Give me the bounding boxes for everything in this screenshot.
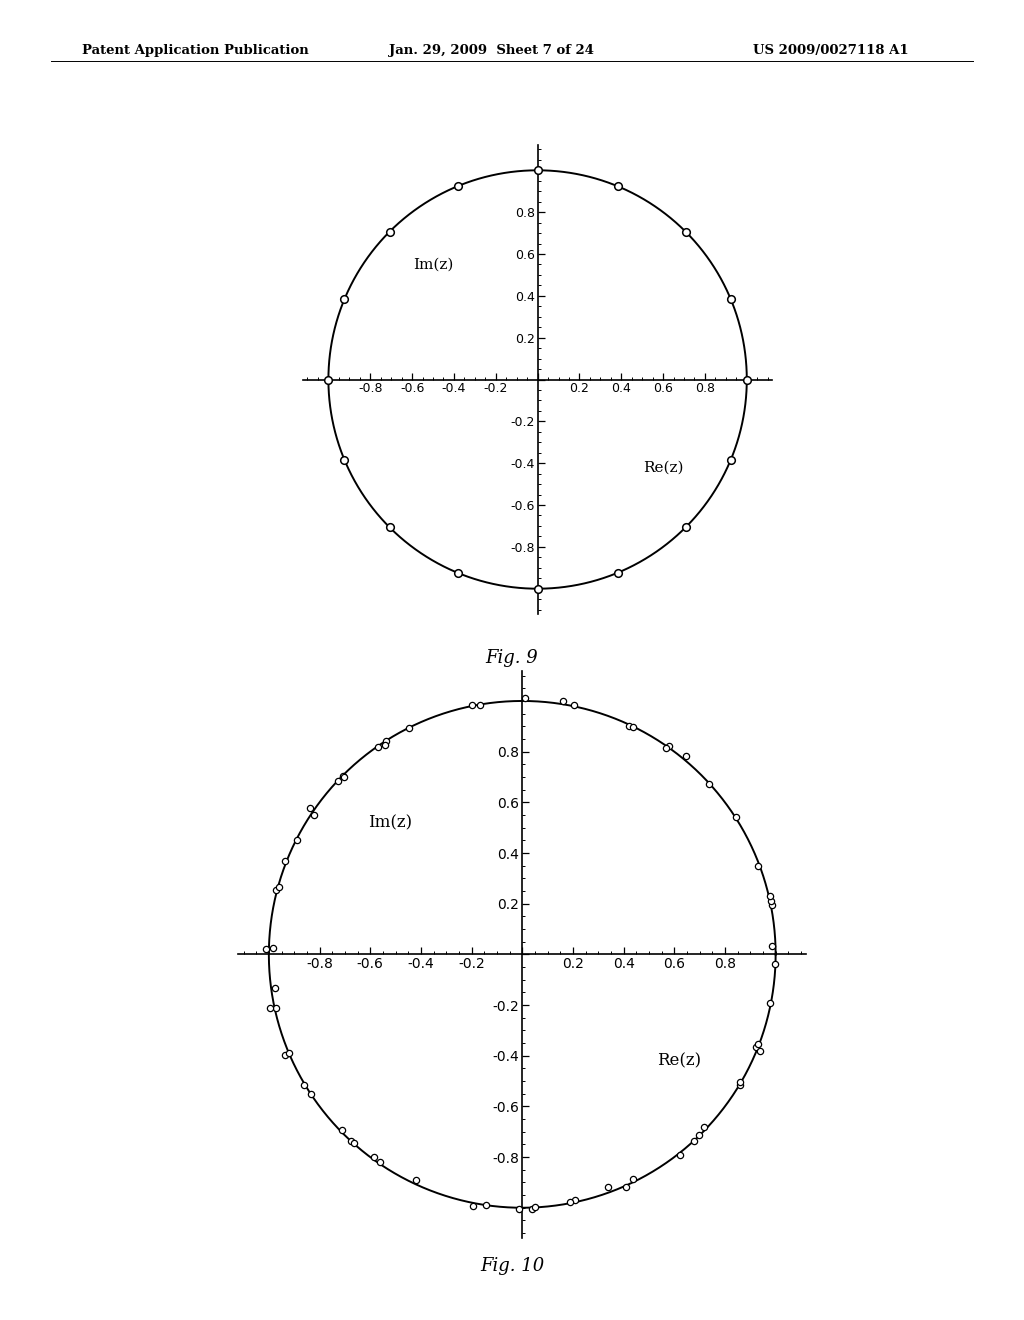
Text: Im(z): Im(z) bbox=[369, 814, 413, 832]
Text: Im(z): Im(z) bbox=[413, 257, 454, 272]
Text: Re(z): Re(z) bbox=[643, 461, 683, 474]
Text: US 2009/0027118 A1: US 2009/0027118 A1 bbox=[753, 44, 908, 57]
Text: Fig. 9: Fig. 9 bbox=[485, 649, 539, 668]
Text: Fig. 10: Fig. 10 bbox=[480, 1257, 544, 1275]
Text: Patent Application Publication: Patent Application Publication bbox=[82, 44, 308, 57]
Text: Jan. 29, 2009  Sheet 7 of 24: Jan. 29, 2009 Sheet 7 of 24 bbox=[389, 44, 594, 57]
Text: Re(z): Re(z) bbox=[657, 1052, 701, 1069]
